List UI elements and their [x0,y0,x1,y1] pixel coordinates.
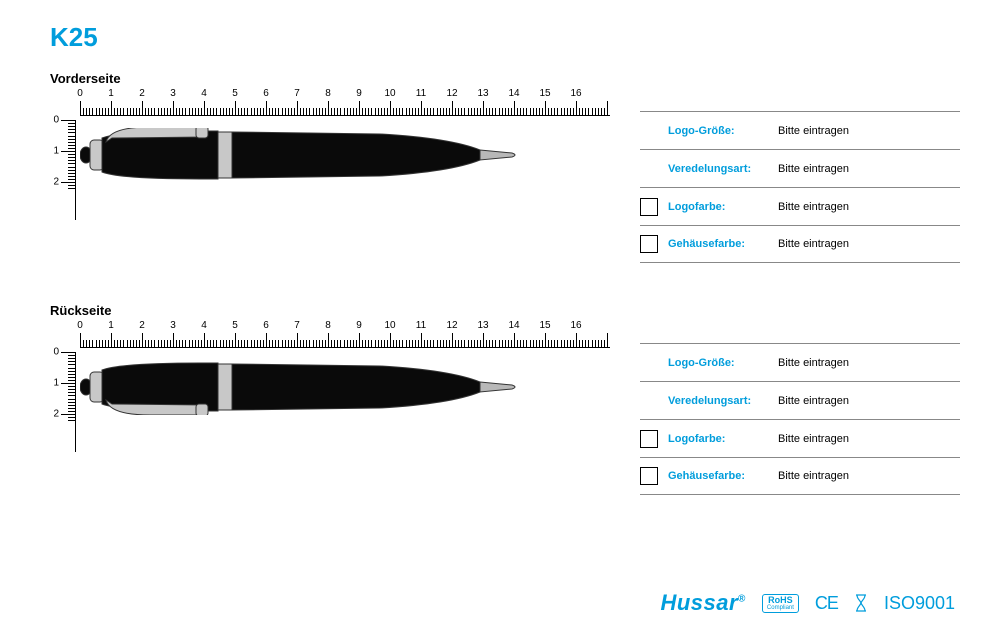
color-swatch[interactable] [640,467,658,485]
form-label: Logofarbe: [668,433,778,445]
form-value[interactable]: Bitte eintragen [778,395,849,407]
ruler-horizontal: 012345678910111213141516 [80,322,610,348]
section-title: Vorderseite [50,71,610,86]
form-label: Logo-Größe: [668,125,778,137]
spec-form: Logo-Größe:Bitte eintragenVeredelungsart… [640,71,960,263]
spec-form: Logo-Größe:Bitte eintragenVeredelungsart… [640,303,960,495]
form-row: Logofarbe:Bitte eintragen [640,187,960,225]
form-value[interactable]: Bitte eintragen [778,238,849,250]
form-row: Logofarbe:Bitte eintragen [640,419,960,457]
form-value[interactable]: Bitte eintragen [778,433,849,445]
pen-illustration [80,360,520,415]
form-value[interactable]: Bitte eintragen [778,163,849,175]
color-swatch[interactable] [640,235,658,253]
form-value[interactable]: Bitte eintragen [778,470,849,482]
rohs-badge: RoHSCompliant [762,594,799,613]
form-label: Logofarbe: [668,201,778,213]
form-value[interactable]: Bitte eintragen [778,201,849,213]
form-label: Gehäusefarbe: [668,238,778,250]
form-label: Veredelungsart: [668,163,778,175]
section-title: Rückseite [50,303,610,318]
ruler-vertical: 012 [50,352,76,452]
form-label: Logo-Größe: [668,357,778,369]
ruler-horizontal: 012345678910111213141516 [80,90,610,116]
form-value[interactable]: Bitte eintragen [778,125,849,137]
hourglass-icon [854,593,868,613]
ruler-vertical: 012 [50,120,76,220]
color-swatch[interactable] [640,430,658,448]
iso-badge: ISO9001 [884,593,955,614]
form-row: Logo-Größe:Bitte eintragen [640,343,960,381]
ce-mark: CE [815,593,838,614]
color-swatch[interactable] [640,198,658,216]
form-label: Veredelungsart: [668,395,778,407]
form-value[interactable]: Bitte eintragen [778,357,849,369]
form-row: Veredelungsart:Bitte eintragen [640,381,960,419]
pen-illustration [80,128,520,183]
form-row: Logo-Größe:Bitte eintragen [640,111,960,149]
form-row: Veredelungsart:Bitte eintragen [640,149,960,187]
page-title: K25 [50,22,960,53]
form-row: Gehäusefarbe:Bitte eintragen [640,457,960,495]
form-row: Gehäusefarbe:Bitte eintragen [640,225,960,263]
form-label: Gehäusefarbe: [668,470,778,482]
brand-logo: Hussar® [660,590,745,616]
footer: Hussar® RoHSCompliant CE ISO9001 [660,590,955,616]
